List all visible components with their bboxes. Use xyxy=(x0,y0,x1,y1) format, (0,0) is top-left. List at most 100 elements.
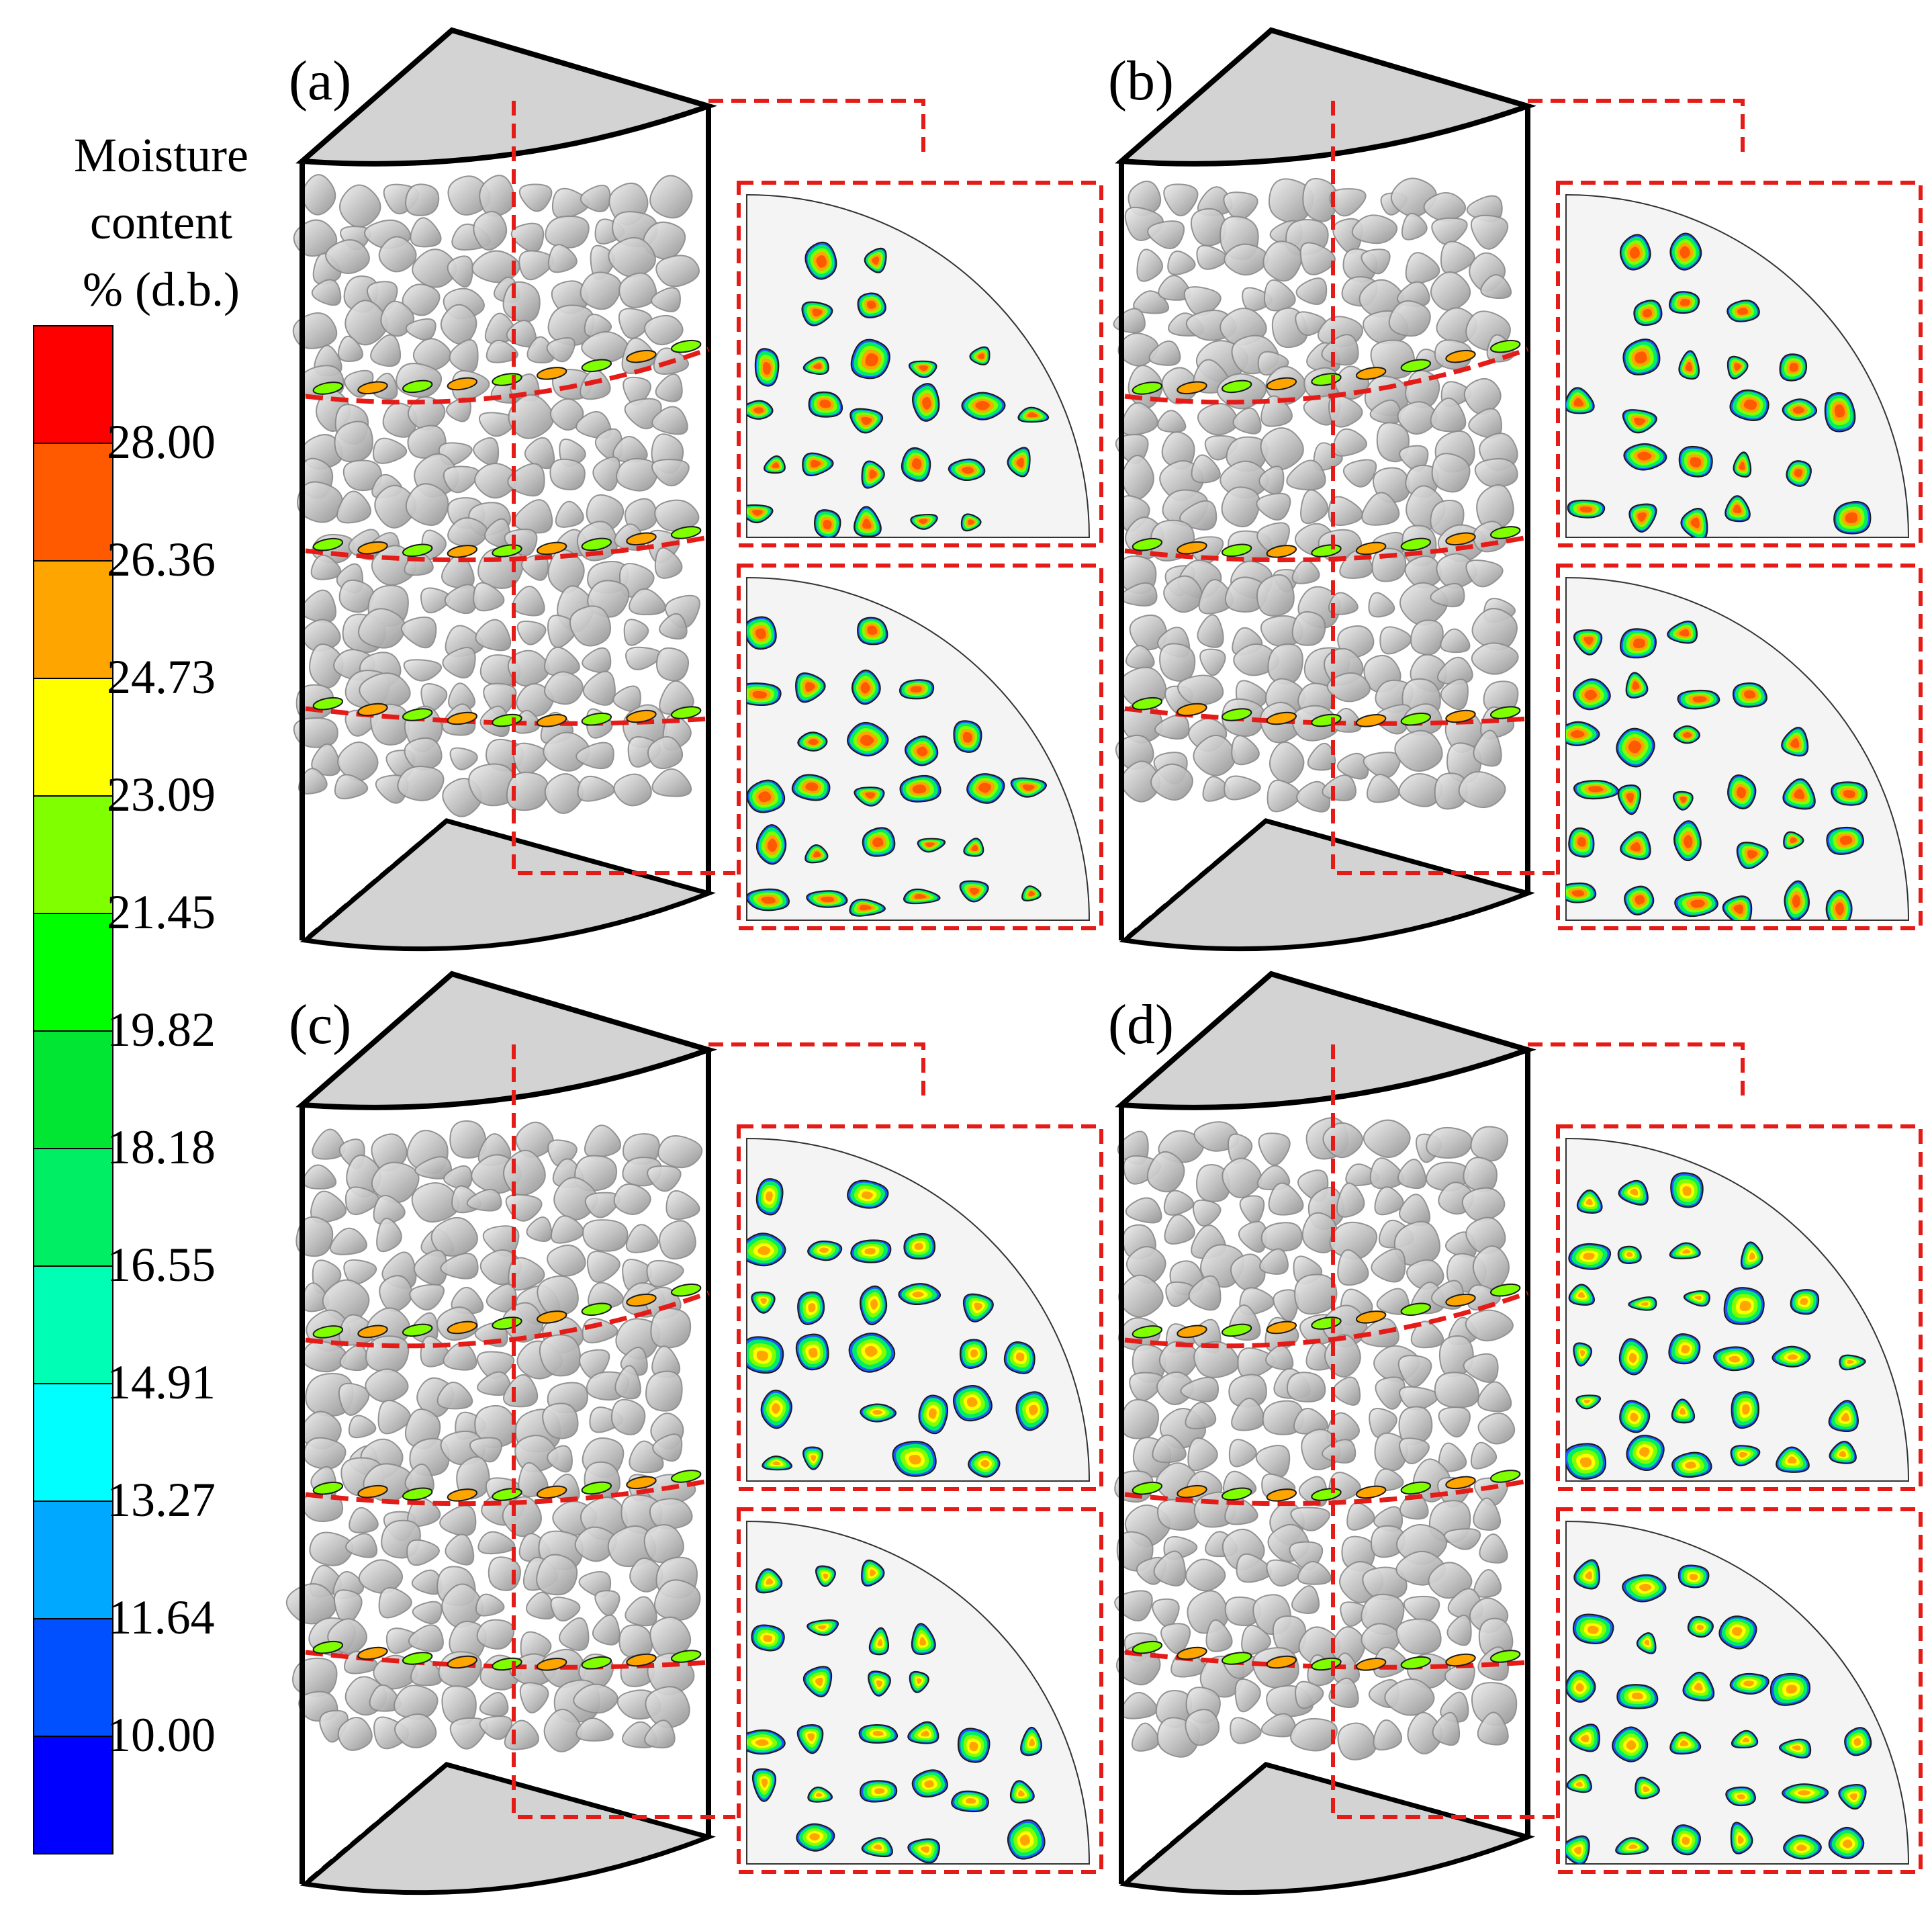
particle xyxy=(1132,1722,1160,1752)
slice-mark xyxy=(1445,1476,1476,1490)
slice-mark xyxy=(447,1488,478,1502)
particle xyxy=(1470,1126,1508,1162)
contour-region xyxy=(916,746,928,757)
particle xyxy=(1236,1553,1272,1583)
particle xyxy=(473,211,508,251)
particle xyxy=(1463,377,1502,415)
contour-region xyxy=(805,782,819,791)
legend-title-line-3: % (d.b.) xyxy=(83,263,240,316)
hidden-edge xyxy=(446,818,709,896)
contour-region xyxy=(751,509,763,516)
slice-mark xyxy=(581,537,612,551)
particle xyxy=(580,271,622,310)
slice-mark xyxy=(1177,381,1207,395)
contour-region xyxy=(1583,636,1594,645)
slice-mark xyxy=(1355,541,1387,555)
particle xyxy=(447,255,473,288)
contour-region xyxy=(1588,1625,1599,1634)
legend-tick-label: 10.00 xyxy=(107,1708,216,1762)
particle xyxy=(537,1275,579,1316)
contour-region xyxy=(755,1739,769,1746)
contour-region xyxy=(867,625,878,635)
particle xyxy=(539,1334,582,1377)
slice-mark xyxy=(670,1470,702,1483)
panel-b: (b) xyxy=(1108,27,1923,952)
particle xyxy=(373,1194,406,1225)
particle xyxy=(582,670,616,706)
particle xyxy=(1397,1159,1427,1190)
particle xyxy=(338,579,375,613)
particle xyxy=(1188,1275,1222,1311)
particle xyxy=(1432,1711,1461,1746)
particle xyxy=(1157,410,1187,433)
particle xyxy=(479,1715,513,1740)
particle xyxy=(1329,1221,1378,1260)
particle xyxy=(625,646,662,670)
slice-mark xyxy=(402,1652,433,1665)
particle xyxy=(1470,1441,1498,1470)
slice-mark xyxy=(536,367,567,380)
contour-region xyxy=(766,1578,774,1585)
particle xyxy=(1405,252,1440,285)
particle xyxy=(1125,645,1155,670)
particle xyxy=(614,1365,641,1400)
legend-tick-label: 28.00 xyxy=(107,415,216,469)
particle xyxy=(1195,1164,1230,1202)
slice-mark xyxy=(1400,359,1432,373)
particle xyxy=(548,244,578,273)
contour-region xyxy=(961,466,974,474)
particle xyxy=(629,1558,663,1593)
particle xyxy=(475,619,512,652)
particle xyxy=(644,1719,676,1749)
contour-region xyxy=(910,686,922,693)
slice-mark xyxy=(402,1323,433,1337)
particle xyxy=(594,1590,620,1617)
particle xyxy=(1295,277,1328,305)
contour-region xyxy=(1789,363,1799,372)
cylinder-top-cap xyxy=(295,971,717,1110)
contour-region xyxy=(966,1397,978,1407)
slice-mark xyxy=(1445,1293,1476,1307)
particle xyxy=(336,490,371,524)
particle xyxy=(1403,1595,1440,1623)
slice-mark xyxy=(1266,1655,1297,1669)
particle xyxy=(1471,642,1519,675)
contour-region xyxy=(1575,1683,1584,1692)
particle xyxy=(1461,1187,1506,1222)
contour-region xyxy=(1633,417,1645,426)
contour-region xyxy=(1734,363,1741,371)
slice-mark xyxy=(312,1481,344,1495)
legend-swatch xyxy=(33,795,113,914)
contour-region xyxy=(772,1461,781,1466)
legend-tick-labels: 28.00 26.36 24.73 23.09 21.45 19.82 18.18 16.55… xyxy=(107,415,216,1762)
particle xyxy=(545,215,590,249)
slice-mark xyxy=(447,1655,478,1669)
contour-region xyxy=(1632,680,1640,690)
particle xyxy=(1179,500,1217,531)
hidden-edge xyxy=(1126,1762,1268,1883)
particle xyxy=(1193,1341,1240,1378)
slice-mark xyxy=(312,537,344,551)
particle xyxy=(643,314,684,346)
contour-region xyxy=(1787,1456,1797,1464)
particle xyxy=(512,586,545,617)
contour-region xyxy=(872,837,884,848)
slice-mark xyxy=(402,379,433,394)
contour-region xyxy=(815,1792,823,1797)
contour-region xyxy=(1584,689,1598,701)
particle xyxy=(1290,1717,1338,1752)
contour-region xyxy=(1731,1627,1743,1636)
contour-region xyxy=(1689,1574,1698,1580)
particle xyxy=(584,313,612,337)
panel-c: (c) xyxy=(285,971,1103,1895)
slice-mark xyxy=(670,339,702,353)
contour-region xyxy=(1742,1737,1750,1743)
particle xyxy=(412,338,452,371)
contour-region xyxy=(1682,1249,1691,1254)
panel-a: (a) xyxy=(289,27,1103,952)
slice-mark xyxy=(357,1484,388,1499)
contour-region xyxy=(767,838,778,852)
particle xyxy=(649,1498,693,1530)
particle xyxy=(1231,735,1260,766)
particle xyxy=(303,1437,347,1470)
